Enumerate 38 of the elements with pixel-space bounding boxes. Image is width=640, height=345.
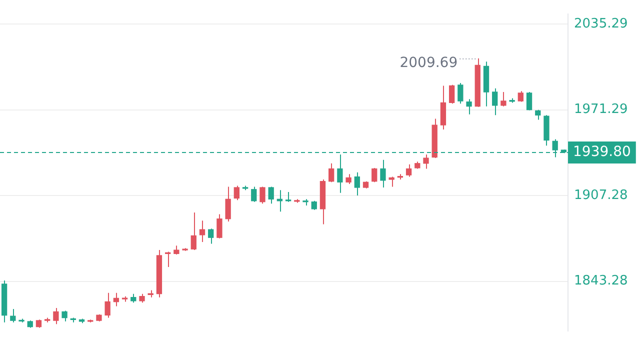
candlestick: [113, 292, 120, 307]
y-tick-label: 1907.28: [574, 188, 628, 203]
candlestick: [372, 167, 378, 183]
candlestick: [492, 88, 498, 116]
candlestick: [199, 220, 206, 243]
candlestick: [53, 308, 59, 325]
y-tick-label: 1971.29: [574, 102, 628, 118]
y-tick-label: 2035.29: [574, 16, 628, 32]
candlestick: [354, 172, 360, 196]
candlestick: [208, 228, 214, 244]
y-tick-label: 1843.28: [574, 274, 628, 289]
candlestick: [466, 98, 472, 115]
candlestick: [10, 308, 16, 323]
candlestick: [251, 186, 257, 202]
candlestick: [62, 310, 68, 322]
candlestick: [328, 162, 334, 183]
candlestick: [500, 92, 506, 107]
candlestick: [448, 84, 455, 104]
candlestick: [225, 186, 231, 222]
candlestick: [535, 109, 541, 120]
candlestick: [260, 186, 266, 204]
candlestick: [458, 82, 464, 104]
candlestick: [190, 212, 196, 251]
candlestick: [104, 292, 110, 318]
candlestick: [406, 164, 412, 178]
candlestick: [337, 154, 343, 194]
candlestick: [526, 92, 532, 111]
candlestick: [440, 85, 446, 130]
candlestick: [234, 185, 240, 201]
candlestick: [518, 90, 524, 102]
candlestick: [268, 186, 274, 204]
candlestick: [423, 154, 429, 170]
candlestick: [346, 174, 352, 185]
candlestick: [388, 176, 394, 188]
ref-line-label: 1939.80: [573, 144, 631, 160]
candlestick: [380, 159, 386, 188]
annotation: 2009.69: [400, 55, 458, 72]
candlestick: [216, 214, 222, 239]
